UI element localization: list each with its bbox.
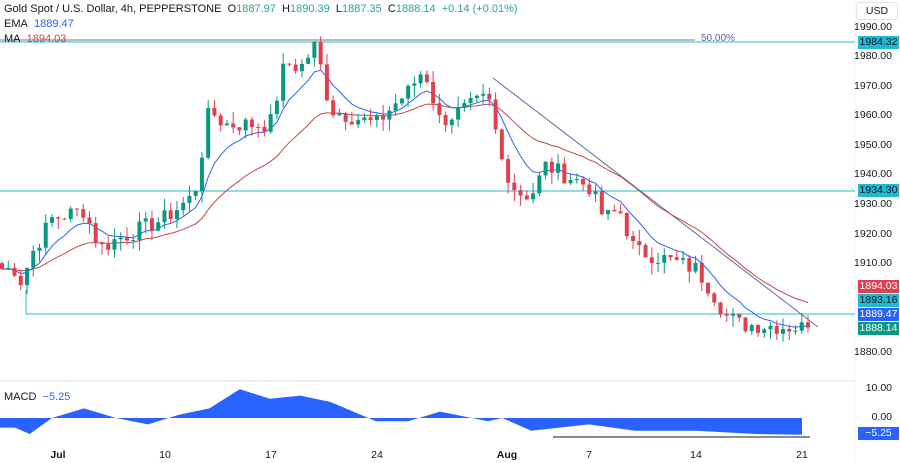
price-tag: 1984.32 bbox=[858, 36, 899, 49]
price-tick: 1940.00 bbox=[854, 168, 892, 180]
symbol-title: Gold Spot / U.S. Dollar, 4h, PEPPERSTONE bbox=[4, 3, 222, 15]
candlesticks bbox=[0, 36, 810, 342]
ma-value: 1894.03 bbox=[26, 33, 67, 45]
ma-legend[interactable]: MA 1894.03 bbox=[4, 33, 67, 45]
price-tag: 1889.47 bbox=[858, 308, 899, 321]
price-tick: 1980.00 bbox=[854, 50, 892, 62]
price-tick: 1930.00 bbox=[854, 198, 892, 210]
price-tick: 1960.00 bbox=[854, 109, 892, 121]
price-tag: 1888.14 bbox=[858, 322, 899, 335]
price-tick: 1990.00 bbox=[854, 21, 892, 33]
high-value: 1890.39 bbox=[289, 3, 330, 15]
macd-value: −5.25 bbox=[42, 391, 71, 403]
price-tick: 1950.00 bbox=[854, 139, 892, 151]
macd-legend[interactable]: MACD −5.25 bbox=[4, 391, 71, 403]
time-tick: 14 bbox=[690, 449, 702, 461]
price-tag: 1893.16 bbox=[858, 294, 899, 307]
macd-tick: 0.00 bbox=[871, 411, 892, 423]
chart-legend: Gold Spot / U.S. Dollar, 4h, PEPPERSTONE… bbox=[4, 2, 518, 47]
time-tick: 17 bbox=[265, 449, 277, 461]
time-tick: 24 bbox=[371, 449, 383, 461]
price-tag: 1934.30 bbox=[858, 184, 899, 197]
macd-tick: 10.00 bbox=[865, 382, 892, 394]
fib-level-label: 50.00% bbox=[701, 33, 735, 44]
ema-value: 1889.47 bbox=[33, 18, 74, 30]
price-tick: 1970.00 bbox=[854, 80, 892, 92]
price-tick: 1920.00 bbox=[854, 228, 892, 240]
currency-selector[interactable]: USD bbox=[856, 2, 898, 20]
drawings-layer bbox=[0, 39, 855, 328]
low-value: 1887.35 bbox=[342, 3, 382, 15]
time-tick: 7 bbox=[586, 449, 592, 461]
time-tick: Jul bbox=[50, 449, 66, 461]
close-value: 1888.14 bbox=[395, 3, 436, 15]
macd-area bbox=[0, 389, 810, 438]
time-tick: 21 bbox=[796, 449, 808, 461]
price-tag: 1894.03 bbox=[858, 280, 899, 293]
macd-tag: −5.25 bbox=[858, 427, 899, 440]
ema-legend[interactable]: EMA 1889.47 bbox=[4, 18, 74, 30]
change-value: +0.14 (+0.01%) bbox=[441, 3, 518, 15]
moving-averages bbox=[1, 69, 809, 328]
time-tick: Aug bbox=[496, 449, 518, 461]
open-value: 1887.97 bbox=[236, 3, 276, 15]
symbol-row[interactable]: Gold Spot / U.S. Dollar, 4h, PEPPERSTONE… bbox=[4, 3, 518, 15]
time-tick: 10 bbox=[159, 449, 171, 461]
price-tick: 1880.00 bbox=[854, 346, 892, 358]
price-tick: 1910.00 bbox=[854, 257, 892, 269]
